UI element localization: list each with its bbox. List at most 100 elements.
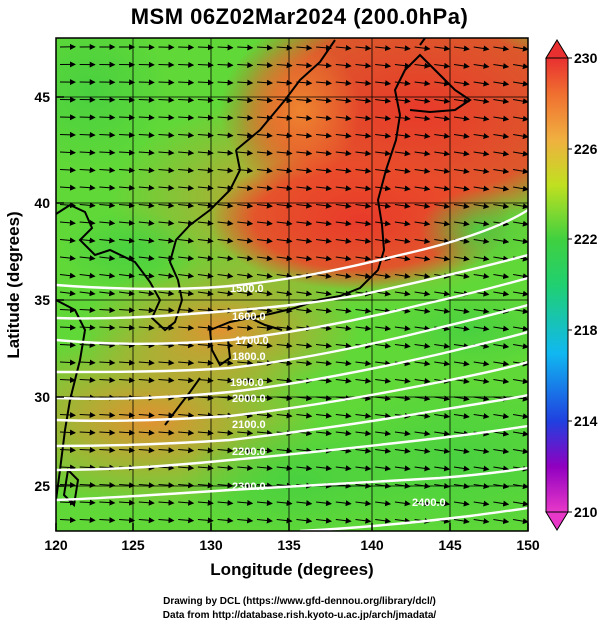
wind-arrow [493, 448, 510, 455]
wind-arrow [178, 220, 195, 227]
wind-arrow [375, 273, 391, 279]
wind-arrow [217, 132, 234, 139]
wind-arrow [158, 290, 175, 297]
wind-arrow [513, 343, 528, 350]
wind-arrow [158, 482, 175, 489]
wind-arrow [473, 238, 490, 245]
wind-arrow [414, 238, 431, 244]
wind-arrow [138, 412, 155, 419]
wind-arrow [335, 517, 352, 524]
wind-arrow [158, 324, 175, 331]
wind-arrow [434, 45, 451, 52]
wind-arrow [138, 377, 155, 384]
wind-arrow [197, 149, 214, 156]
y-tick-label: 30 [34, 389, 50, 405]
wind-arrow [138, 307, 155, 314]
wind-arrow [394, 167, 411, 174]
wind-arrow [355, 255, 372, 262]
wind-arrow [119, 307, 136, 314]
wind-arrow [394, 97, 411, 104]
colorbar-tick-label: 218 [574, 322, 598, 338]
wind-arrow [473, 80, 490, 87]
wind-arrow [99, 412, 116, 419]
wind-arrow [513, 290, 528, 297]
wind-arrow [178, 307, 195, 314]
wind-arrow [256, 97, 273, 104]
wind-arrow [473, 255, 490, 262]
wind-arrow [335, 342, 352, 349]
wind-arrow [355, 465, 372, 472]
colorbar-min-arrow [545, 511, 569, 531]
wind-arrow [493, 168, 510, 175]
wind-arrow [119, 219, 135, 226]
wind-arrow [197, 114, 214, 121]
wind-arrow [79, 255, 96, 262]
wind-arrow [316, 255, 332, 262]
wind-arrow [434, 97, 451, 104]
wind-arrow [138, 184, 155, 191]
wind-arrow [178, 255, 195, 262]
wind-arrow [316, 44, 332, 51]
y-axis-ticks [56, 96, 64, 487]
wind-arrow [59, 447, 76, 454]
wind-arrow [375, 500, 392, 507]
wind-arrow [119, 202, 135, 209]
wind-arrow [296, 202, 313, 209]
wind-arrow [473, 62, 490, 69]
wind-arrow [217, 447, 234, 454]
wind-arrow [99, 219, 116, 226]
wind-arrow [138, 79, 155, 86]
wind-arrow [119, 149, 136, 156]
colorbar-scale [545, 57, 569, 513]
wind-arrow [256, 272, 273, 279]
wind-arrow [394, 220, 411, 227]
wind-arrow [79, 167, 96, 174]
wind-arrow [355, 202, 372, 209]
wind-arrow [256, 167, 273, 174]
wind-arrow [79, 517, 96, 524]
wind-arrow [59, 237, 76, 244]
wind-arrow [375, 202, 392, 209]
wind-arrow [119, 517, 136, 524]
x-tick-label: 125 [121, 537, 145, 553]
wind-arrow [394, 465, 411, 472]
wind-arrow [197, 255, 214, 262]
wind-arrow [355, 307, 372, 314]
wind-arrow [355, 115, 372, 122]
wind-arrow [355, 325, 372, 332]
wind-arrow [473, 378, 490, 384]
wind-arrow [237, 114, 254, 121]
wind-arrow [316, 517, 332, 524]
wind-arrow [493, 290, 510, 297]
wind-arrow [434, 167, 451, 174]
wind-arrow [178, 79, 195, 86]
wind-arrow [99, 237, 116, 244]
wind-arrow [453, 220, 470, 227]
wind-arrow [256, 185, 273, 192]
wind-arrow [453, 80, 470, 87]
wind-arrow [119, 96, 136, 103]
wind-arrow [256, 342, 273, 349]
contour-labels: 1500.0 1600.0 1700.0 1800.0 1900.0 2000.… [230, 283, 446, 509]
wind-arrow [217, 342, 234, 349]
wind-arrow [473, 115, 490, 122]
wind-arrow [473, 448, 490, 454]
wind-arrow [473, 185, 490, 192]
wind-arrow [414, 447, 431, 454]
wind-arrow [99, 499, 116, 506]
wind-arrow [99, 377, 116, 384]
wind-arrow [473, 45, 490, 52]
wind-arrow [513, 185, 528, 192]
wind-arrow [217, 290, 234, 297]
wind-arrow [237, 272, 254, 279]
wind-arrow [335, 272, 352, 279]
contour-label: 2300.0 [232, 481, 266, 493]
wind-arrow [119, 255, 135, 262]
wind-arrow [256, 517, 273, 524]
wind-arrow [513, 150, 528, 157]
wind-arrow [394, 430, 411, 437]
wind-arrow [335, 185, 352, 192]
wind-arrow [158, 167, 175, 174]
wind-arrow [316, 202, 332, 209]
wind-arrow [335, 62, 352, 69]
